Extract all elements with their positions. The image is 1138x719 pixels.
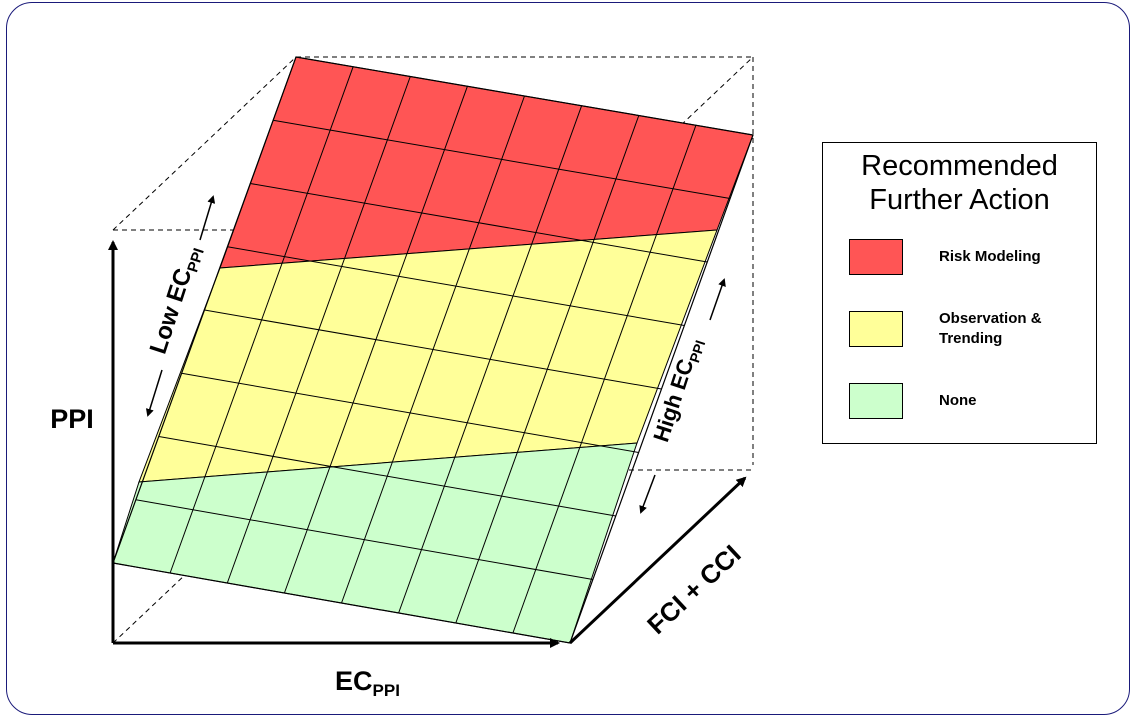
high-arrow-down [639,474,656,514]
legend: Recommended Further Action Risk Modeling… [822,142,1097,444]
z-axis [568,476,747,645]
legend-label-risk: Risk Modeling [939,248,1041,265]
legend-label-observation: Observation & Trending [939,310,1042,347]
low-arrow-down [145,369,163,417]
legend-label-none: None [939,392,977,409]
grid-line-horizontal [204,309,662,390]
grid-line-horizontal [227,246,685,326]
legend-item-observation: Observation & Trending [849,309,1042,349]
grid-line-horizontal [250,183,708,263]
high-arrow-up [709,278,726,321]
low-ec-main: Low EC [145,265,198,357]
x-axis-label-sub: PPI [373,681,400,700]
grid-line-horizontal [158,436,616,517]
grid-line-horizontal [135,499,593,580]
y-axis-label: PPI [50,404,94,434]
legend-swatch-none [849,383,903,419]
low-ec-sub: PPI [184,246,208,274]
low-arrow-up [199,195,216,241]
z-axis-label: FCI + CCI [641,539,747,640]
high-ec-sub: PPI [686,338,708,364]
grid-line-horizontal [181,372,639,453]
legend-item-none: None [849,383,977,419]
plane-grid [135,66,731,634]
grid-line-horizontal [273,119,731,199]
legend-swatch-observation [849,311,903,347]
x-axis-label-main: EC [335,666,373,696]
legend-swatch-risk [849,239,903,275]
diagram-frame [6,2,1130,715]
main-axes [108,240,747,648]
legend-title: Recommended Further Action [861,150,1058,216]
annotation-arrows [145,195,726,514]
legend-item-risk-modeling: Risk Modeling [849,239,1041,275]
plane-regions [112,56,754,644]
x-axis-label: ECPPI [335,666,400,700]
